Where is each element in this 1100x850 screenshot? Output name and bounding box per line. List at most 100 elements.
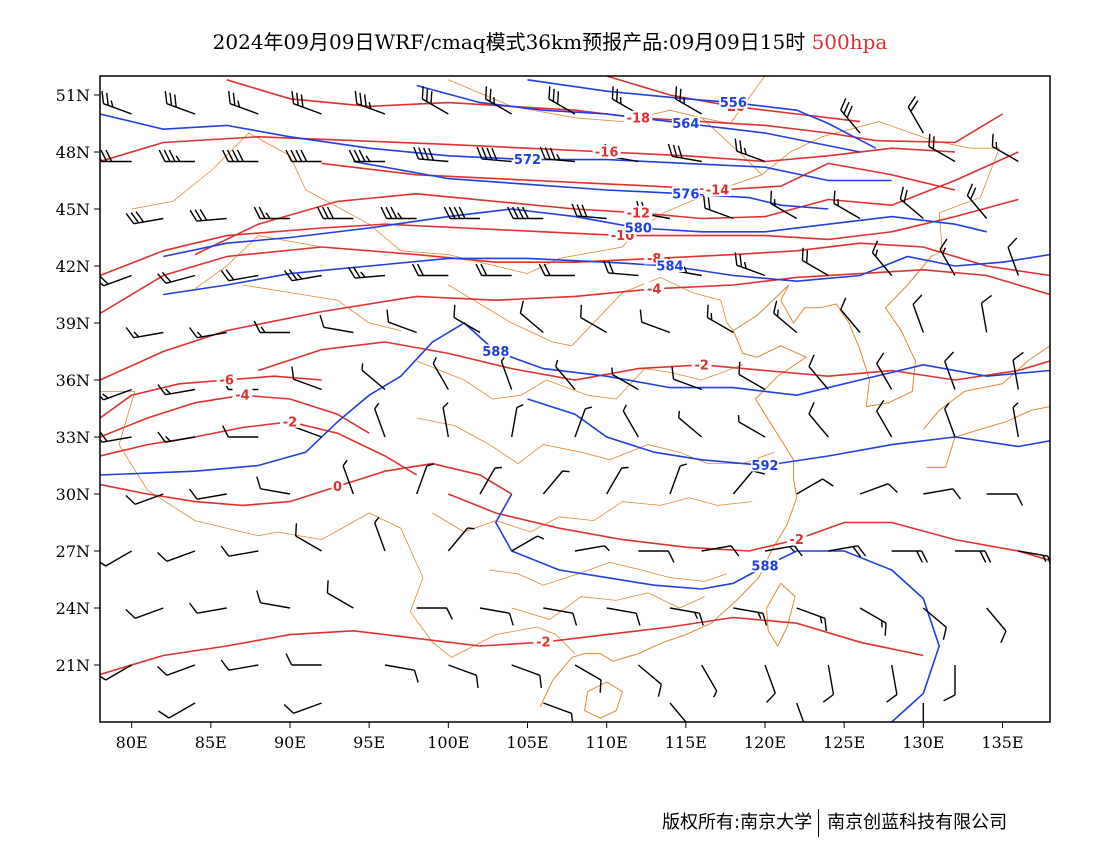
copyright-text: 版权所有:南京大学 bbox=[662, 812, 813, 833]
wind-barb bbox=[701, 545, 740, 557]
temperature-contour-label: -6 bbox=[219, 374, 233, 389]
coastline-segment bbox=[922, 345, 1050, 430]
height-contour-label: 592 bbox=[751, 459, 778, 474]
title-level: 500hpa bbox=[811, 30, 888, 54]
wind-barb bbox=[859, 483, 898, 495]
wind-barb bbox=[939, 238, 956, 276]
y-tick-label: 36N bbox=[56, 371, 90, 390]
wind-barb bbox=[764, 664, 776, 703]
wind-barb bbox=[943, 665, 956, 702]
height-contour-label: 572 bbox=[514, 153, 541, 168]
wind-barb bbox=[899, 186, 924, 220]
wind-barb bbox=[453, 304, 481, 334]
wind-barb bbox=[188, 488, 227, 500]
x-axis: 80E 85E 90E 95E 100E 105E 110E 115E 120E 125E 130E… bbox=[116, 722, 1024, 752]
height-contour-label-bg bbox=[719, 95, 748, 109]
temperature-contour-label-bg bbox=[232, 388, 253, 402]
wind-barb bbox=[432, 356, 449, 390]
footer-separator bbox=[818, 809, 820, 837]
wind-barb bbox=[669, 702, 687, 722]
wind-barb bbox=[923, 488, 962, 500]
border-segment bbox=[242, 284, 401, 331]
wind-barb bbox=[506, 206, 544, 220]
temperature-contour-label: -12 bbox=[627, 206, 651, 221]
wind-barb bbox=[374, 516, 386, 552]
temperature-contour-label: -2 bbox=[789, 533, 803, 548]
wind-barb bbox=[221, 425, 259, 438]
wind-barb bbox=[348, 149, 385, 163]
wind-barb bbox=[411, 263, 449, 277]
wind-barb bbox=[907, 96, 924, 134]
wind-barb bbox=[539, 146, 576, 163]
wind-barb bbox=[876, 352, 893, 390]
y-tick-label: 48N bbox=[56, 143, 90, 162]
wind-barb bbox=[611, 86, 639, 115]
wind-barb bbox=[511, 535, 545, 552]
wind-barb bbox=[991, 133, 1019, 163]
wind-barb bbox=[157, 664, 196, 676]
temperature-contour-label-bg bbox=[216, 373, 237, 386]
y-tick-label: 33N bbox=[56, 428, 90, 447]
wind-barb bbox=[479, 607, 514, 626]
wind-barb bbox=[955, 550, 992, 563]
wind-barb bbox=[442, 402, 450, 438]
wind-barb bbox=[256, 590, 291, 609]
height-contour-label: 580 bbox=[625, 222, 652, 237]
temperature-contour-label-bg bbox=[533, 635, 554, 649]
wind-barb bbox=[928, 133, 956, 163]
wind-barb bbox=[808, 354, 829, 390]
wind-barb bbox=[876, 400, 893, 438]
height-contour-line bbox=[100, 113, 892, 182]
wind-barb bbox=[555, 359, 576, 390]
company-text: 南京创蓝科技有限公司 bbox=[827, 812, 1008, 833]
temperature-contour-line bbox=[321, 162, 956, 191]
wind-barb bbox=[447, 527, 475, 552]
wind-barb bbox=[253, 206, 290, 220]
wind-barb bbox=[859, 607, 887, 636]
temperature-contour-line bbox=[100, 616, 924, 676]
y-tick-label: 42N bbox=[56, 257, 90, 276]
y-axis: 21N 24N 27N 30N 33N 36N 39N 42N 45N 48N 51N bbox=[56, 86, 100, 675]
wind-barb bbox=[347, 266, 386, 279]
wind-barb bbox=[285, 653, 322, 666]
wind-barb bbox=[511, 664, 542, 688]
wind-barb bbox=[519, 300, 544, 334]
height-contour-label: 576 bbox=[672, 187, 699, 202]
temperature-contour-line bbox=[100, 198, 1019, 277]
wind-barb bbox=[386, 309, 417, 334]
wind-barb bbox=[669, 607, 704, 626]
chart-title: 2024年09月09日WRF/cmaq模式36km预报产品:09月09日15时 … bbox=[0, 26, 1100, 55]
temperature-contour-line bbox=[226, 79, 1003, 144]
temperature-contour-label-bg bbox=[703, 183, 732, 196]
wind-barb bbox=[158, 702, 196, 719]
wind-barb bbox=[678, 410, 703, 438]
height-contour-label-bg bbox=[513, 152, 542, 166]
wind-barb bbox=[421, 86, 449, 115]
wind-barb bbox=[448, 664, 479, 688]
wind-barb bbox=[571, 203, 607, 220]
temperature-contour-label-bg bbox=[592, 145, 621, 158]
title-main: 2024年09月09日WRF/cmaq模式36km预报产品:09月09日15时 bbox=[212, 30, 812, 54]
wind-barb bbox=[228, 91, 259, 115]
y-tick-label: 39N bbox=[56, 314, 90, 333]
wind-barb bbox=[220, 269, 259, 282]
wind-barb bbox=[671, 366, 702, 391]
temperature-contour-line bbox=[258, 341, 1050, 381]
wind-barb bbox=[986, 607, 1007, 643]
border-segment bbox=[416, 360, 743, 400]
height-contour-label: 556 bbox=[720, 96, 747, 111]
coastline-segment bbox=[539, 284, 808, 708]
x-tick-label: 100E bbox=[427, 733, 469, 752]
wind-barb bbox=[603, 260, 639, 277]
wind-barb bbox=[285, 149, 322, 163]
wind-barb bbox=[416, 607, 454, 620]
temperature-contour-line bbox=[194, 151, 1019, 256]
wind-barb bbox=[732, 470, 766, 495]
wind-barb bbox=[667, 143, 702, 163]
wind-barb bbox=[871, 240, 893, 276]
temperature-contour-line bbox=[448, 493, 1050, 562]
temperature-contour-label: -16 bbox=[595, 146, 619, 161]
x-tick-label: 130E bbox=[902, 733, 944, 752]
height-contour-line bbox=[494, 493, 941, 722]
wind-barb bbox=[475, 263, 512, 277]
